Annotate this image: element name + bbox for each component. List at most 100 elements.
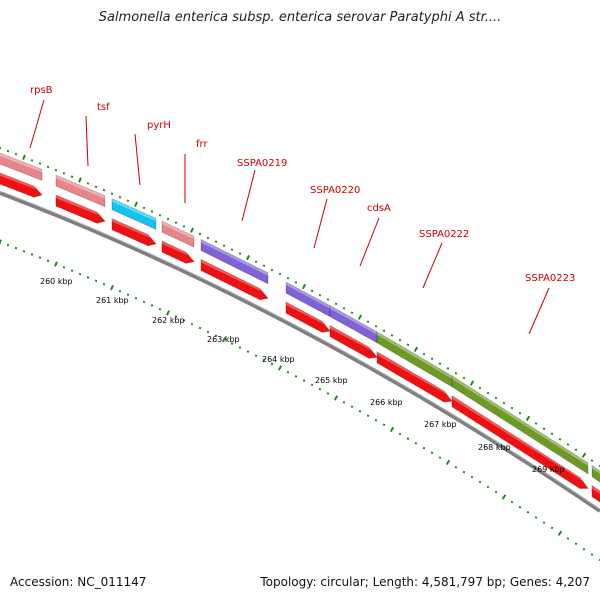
bottom-minor-tick [350,405,354,409]
cds-arrow [376,351,453,403]
top-minor-tick [142,206,146,210]
top-minor-tick [310,289,314,293]
accession-text: Accession: NC_011147 [10,575,147,589]
top-minor-tick [286,276,290,280]
top-minor-tick [590,459,594,462]
bottom-minor-tick [590,553,594,556]
bottom-minor-tick [214,334,218,338]
gene-block [0,152,43,181]
top-minor-tick [334,302,338,306]
top-minor-tick [278,272,282,276]
top-minor-tick [478,386,482,390]
gene-block-shine [201,239,268,276]
bottom-minor-tick [286,370,290,374]
bottom-minor-tick [30,253,34,256]
gene-block-shine [377,331,452,379]
top-minor-tick [206,236,210,240]
bottom-major-tick [110,285,114,291]
top-minor-tick [454,371,458,375]
genome-summary-text: Topology: circular; Length: 4,581,797 bp… [260,575,590,589]
bottom-minor-tick [254,354,258,358]
bottom-minor-tick [6,243,10,247]
gene-block-shine [56,175,105,199]
top-minor-tick [46,165,50,169]
bottom-minor-tick [510,500,514,504]
top-major-tick [245,254,251,261]
top-minor-tick [270,268,274,272]
cds-arrow-shine [162,241,188,256]
top-minor-tick [38,162,42,165]
top-minor-tick [486,391,490,395]
gene-label-pyrh: pyrH [147,120,171,131]
gene-label-sspa0219: SSPA0219 [237,158,287,169]
bottom-minor-tick [206,330,210,334]
top-minor-tick [14,152,18,156]
kbp-label: 262 kbp [152,316,185,325]
cds-arrow-shine [452,395,582,481]
kbp-label: 264 kbp [262,355,295,364]
bottom-minor-tick [422,446,426,450]
cds-arrow [200,258,269,301]
bottom-minor-tick [406,437,410,441]
gene-block [200,238,269,285]
bottom-major-tick [166,310,170,316]
bottom-minor-tick [542,521,546,525]
bottom-minor-tick [134,296,138,300]
bottom-major-tick [221,337,227,343]
bottom-minor-tick [142,300,146,304]
gene-leader-line [528,287,550,335]
bottom-minor-tick [318,387,322,391]
top-minor-tick [158,213,162,217]
cds-arrow-shine [112,218,150,238]
top-major-tick [134,201,138,207]
bottom-minor-tick [470,475,474,479]
bottom-minor-tick [478,480,482,484]
top-minor-tick [558,437,562,441]
cds-arrow-shine [0,173,36,190]
gene-label-tsf: tsf [97,102,110,113]
bottom-major-tick [0,239,2,245]
gene-block [55,174,106,208]
cds-arrow [591,484,600,503]
bottom-minor-tick [270,362,274,366]
top-minor-tick [150,210,154,213]
top-minor-tick [126,199,130,203]
cds-arrow-shine [330,325,371,351]
kbp-label: 266 kbp [370,398,403,407]
bottom-minor-tick [526,510,530,514]
bottom-minor-tick [582,547,586,551]
top-major-tick [581,452,587,458]
gene-block-shine [0,153,42,173]
top-minor-tick [70,175,74,179]
bottom-major-tick [54,261,58,267]
bottom-minor-tick [342,400,346,404]
top-minor-tick [462,376,466,380]
top-minor-tick [110,192,114,196]
kbp-label: 269 kbp [532,465,565,474]
bottom-minor-tick [118,289,122,293]
gene-label-sspa0222: SSPA0222 [419,229,469,240]
top-major-tick [22,154,26,160]
cds-arrow-shine [201,259,262,292]
gene-leader-line [134,133,141,186]
top-minor-tick [6,149,10,153]
top-major-tick [469,380,475,386]
gene-label-cdsa: cdsA [367,203,391,214]
top-minor-tick [198,232,202,236]
top-major-tick [78,177,82,183]
top-minor-tick [446,367,450,370]
top-minor-tick [574,448,578,452]
bottom-minor-tick [86,276,90,279]
top-minor-tick [294,281,298,284]
cds-arrow [285,301,331,333]
bottom-minor-tick [494,490,498,494]
top-minor-tick [374,324,378,328]
top-minor-tick [382,329,386,333]
cds-arrow [0,172,43,198]
kbp-label: 267 kbp [424,420,457,429]
bottom-minor-tick [78,272,82,276]
top-minor-tick [30,159,34,162]
bottom-minor-tick [294,375,298,378]
gene-block [591,464,600,483]
